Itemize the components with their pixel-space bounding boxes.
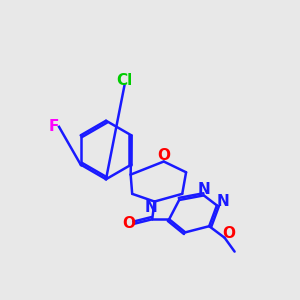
Text: N: N bbox=[217, 194, 230, 209]
Text: F: F bbox=[49, 119, 59, 134]
Text: Cl: Cl bbox=[116, 73, 133, 88]
Text: O: O bbox=[157, 148, 170, 163]
Text: O: O bbox=[122, 216, 135, 231]
Text: O: O bbox=[222, 226, 235, 241]
Text: N: N bbox=[197, 182, 210, 197]
Text: N: N bbox=[144, 200, 157, 215]
